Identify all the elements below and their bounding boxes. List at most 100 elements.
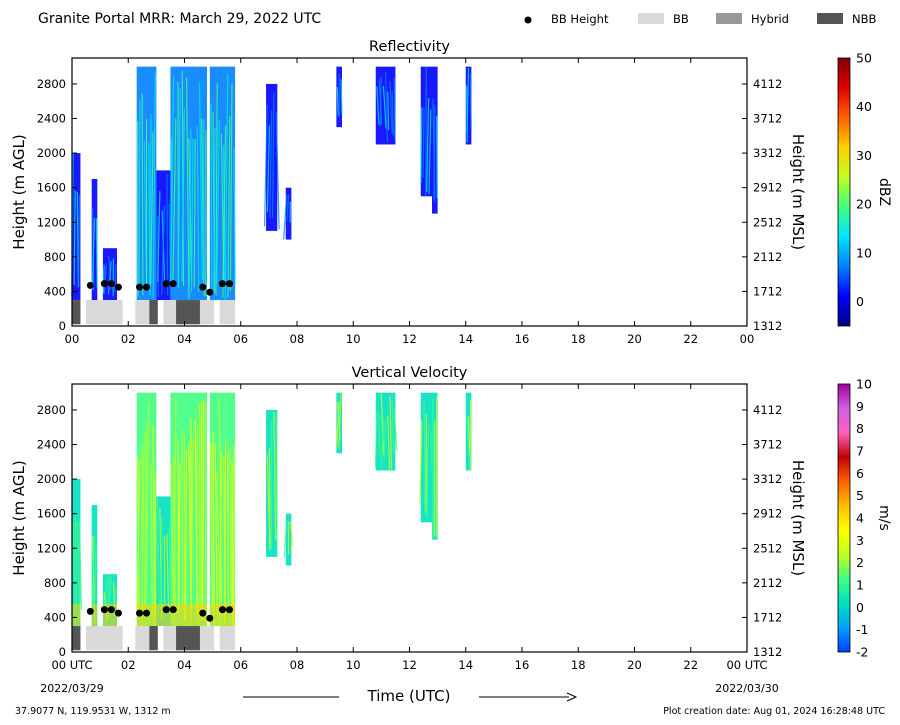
refl-echo-streak bbox=[393, 77, 396, 140]
refl-bb-height-point bbox=[100, 280, 108, 288]
vvel-echo-region bbox=[72, 479, 83, 627]
refl-y-tick-label: 1200 bbox=[37, 215, 66, 229]
refl-echo-region bbox=[263, 83, 280, 231]
refl-y-tick-label-right: 1312 bbox=[753, 319, 782, 333]
vvel-echo-streak bbox=[173, 396, 177, 626]
vvel-x-tick-label: 14 bbox=[458, 658, 473, 672]
vvel-bb-height-point bbox=[218, 606, 226, 614]
vvel-echo-streak bbox=[419, 420, 423, 505]
refl-echo-fill bbox=[465, 66, 472, 145]
vvel-echo-region bbox=[374, 392, 398, 471]
vvel-bb-type-segment bbox=[163, 626, 177, 651]
vvel-echo-streak bbox=[141, 433, 145, 625]
vvel-echo-streak bbox=[145, 402, 150, 610]
legend-bb-height-label: BB Height bbox=[551, 12, 609, 26]
refl-echo-streak bbox=[188, 129, 192, 286]
refl-echo-fill bbox=[285, 187, 292, 240]
refl-echo-streak bbox=[433, 105, 436, 200]
vvel-colorbar-tick-label: 5 bbox=[856, 488, 864, 503]
vvel-bb-height-point bbox=[199, 609, 207, 617]
refl-bb-height-point bbox=[107, 280, 115, 288]
vvel-y-tick-label-right: 2512 bbox=[753, 541, 782, 555]
refl-echo-streak bbox=[150, 131, 154, 284]
vvel-echo-streak bbox=[200, 400, 203, 617]
vvel-bb-type-segment bbox=[199, 626, 215, 651]
vvel-bb-type-segment bbox=[176, 626, 200, 651]
refl-echo-streak bbox=[436, 115, 438, 199]
refl-bb-height-point bbox=[136, 283, 143, 291]
vvel-colorbar-tick-label: 3 bbox=[856, 533, 864, 548]
vvel-echo-region bbox=[335, 392, 342, 454]
refl-colorbar-tick-label: 0 bbox=[856, 294, 864, 309]
vvel-y-tick-label: 1200 bbox=[37, 541, 66, 555]
refl-y-tick-label-right: 1712 bbox=[753, 284, 782, 298]
vvel-echo-streak bbox=[378, 413, 381, 456]
legend-nbb-label: NBB bbox=[852, 12, 876, 26]
vvel-x-tick-label: 16 bbox=[515, 658, 530, 672]
refl-echo-streak bbox=[469, 73, 472, 132]
refl-echo-streak bbox=[157, 191, 161, 282]
refl-echo-region bbox=[375, 66, 396, 145]
refl-echo-streak bbox=[389, 81, 393, 134]
refl-bb-type-segment bbox=[149, 300, 158, 325]
vvel-bb-height-point bbox=[136, 609, 143, 617]
refl-colorbar-tick-label: 10 bbox=[856, 245, 872, 260]
refl-y-tick-label-right: 3712 bbox=[753, 112, 782, 126]
refl-echo-region bbox=[156, 170, 171, 301]
vvel-y-tick-label: 1600 bbox=[37, 507, 66, 521]
vvel-x-tick-label: 10 bbox=[346, 658, 361, 672]
refl-y-tick-label-right: 3312 bbox=[753, 146, 782, 160]
vvel-colorbar bbox=[837, 383, 851, 653]
vvel-echo-region bbox=[419, 392, 435, 523]
refl-echo-streak bbox=[269, 110, 273, 219]
vvel-echo-streak bbox=[389, 395, 393, 469]
vvel-echo-streak bbox=[170, 463, 175, 613]
refl-echo-streak bbox=[422, 106, 425, 178]
refl-bb-type-segment bbox=[72, 300, 81, 325]
vvel-echo-streak bbox=[467, 416, 471, 454]
vvel-echo-streak bbox=[273, 412, 277, 541]
vvel-echo-streak bbox=[426, 422, 430, 519]
vvel-y-tick-label-right: 2912 bbox=[753, 507, 782, 521]
refl-echo-streak bbox=[141, 93, 144, 296]
refl-echo-region bbox=[283, 187, 292, 240]
vvel-echo-streak bbox=[214, 443, 219, 615]
figure-header: Granite Portal MRR: March 29, 2022 UTC B… bbox=[38, 11, 876, 27]
vvel-x-tick-label: 12 bbox=[402, 658, 417, 672]
refl-y-axis-label: Height (m AGL) bbox=[10, 134, 28, 249]
vvel-colorbar-tick-label: -1 bbox=[856, 622, 868, 637]
vvel-echo-streak bbox=[210, 442, 213, 611]
vvel-y-tick-label: 400 bbox=[44, 610, 66, 624]
vvel-echo-streak bbox=[152, 425, 156, 626]
refl-echo-streak bbox=[166, 173, 169, 296]
vvel-echo-streak bbox=[380, 418, 385, 470]
refl-echo-region bbox=[71, 153, 81, 301]
refl-x-tick-label: 06 bbox=[233, 332, 248, 346]
vvel-x-tick-label: 22 bbox=[683, 658, 698, 672]
vvel-y-tick-label-right: 3712 bbox=[753, 438, 782, 452]
refl-y-tick-label: 1600 bbox=[37, 181, 66, 195]
refl-bb-type-segment bbox=[163, 300, 177, 325]
vvel-bb-height-point bbox=[169, 606, 177, 614]
refl-echo-streak bbox=[387, 91, 390, 131]
refl-echo-streak bbox=[283, 195, 288, 240]
vvel-x-tick-label: 18 bbox=[571, 658, 586, 672]
vvel-echo-streak bbox=[154, 473, 157, 618]
vvel-colorbar-tick-label: 8 bbox=[856, 421, 864, 436]
refl-x-tick-label: 18 bbox=[571, 332, 586, 346]
refl-bb-type-segment bbox=[199, 300, 215, 325]
refl-y-tick-label: 2400 bbox=[37, 112, 66, 126]
refl-echo-region bbox=[420, 66, 432, 197]
refl-panel-title: Reflectivity bbox=[369, 39, 450, 55]
vvel-y-tick-label: 800 bbox=[44, 576, 66, 590]
vvel-echo-streak bbox=[166, 533, 170, 607]
refl-echo-streak bbox=[149, 114, 152, 293]
refl-x-tick-label: 16 bbox=[515, 332, 530, 346]
vvel-y-axis-label-right: Height (m MSL) bbox=[789, 460, 807, 576]
start-date-label: 2022/03/29 bbox=[40, 682, 103, 695]
legend-nbb-swatch bbox=[817, 13, 843, 24]
vvel-colorbar-label: m/s bbox=[876, 505, 892, 531]
vvel-x-tick-label: 00 UTC bbox=[51, 658, 92, 672]
vvel-bb-height-point bbox=[107, 606, 115, 614]
time-arrow-head bbox=[566, 692, 578, 702]
